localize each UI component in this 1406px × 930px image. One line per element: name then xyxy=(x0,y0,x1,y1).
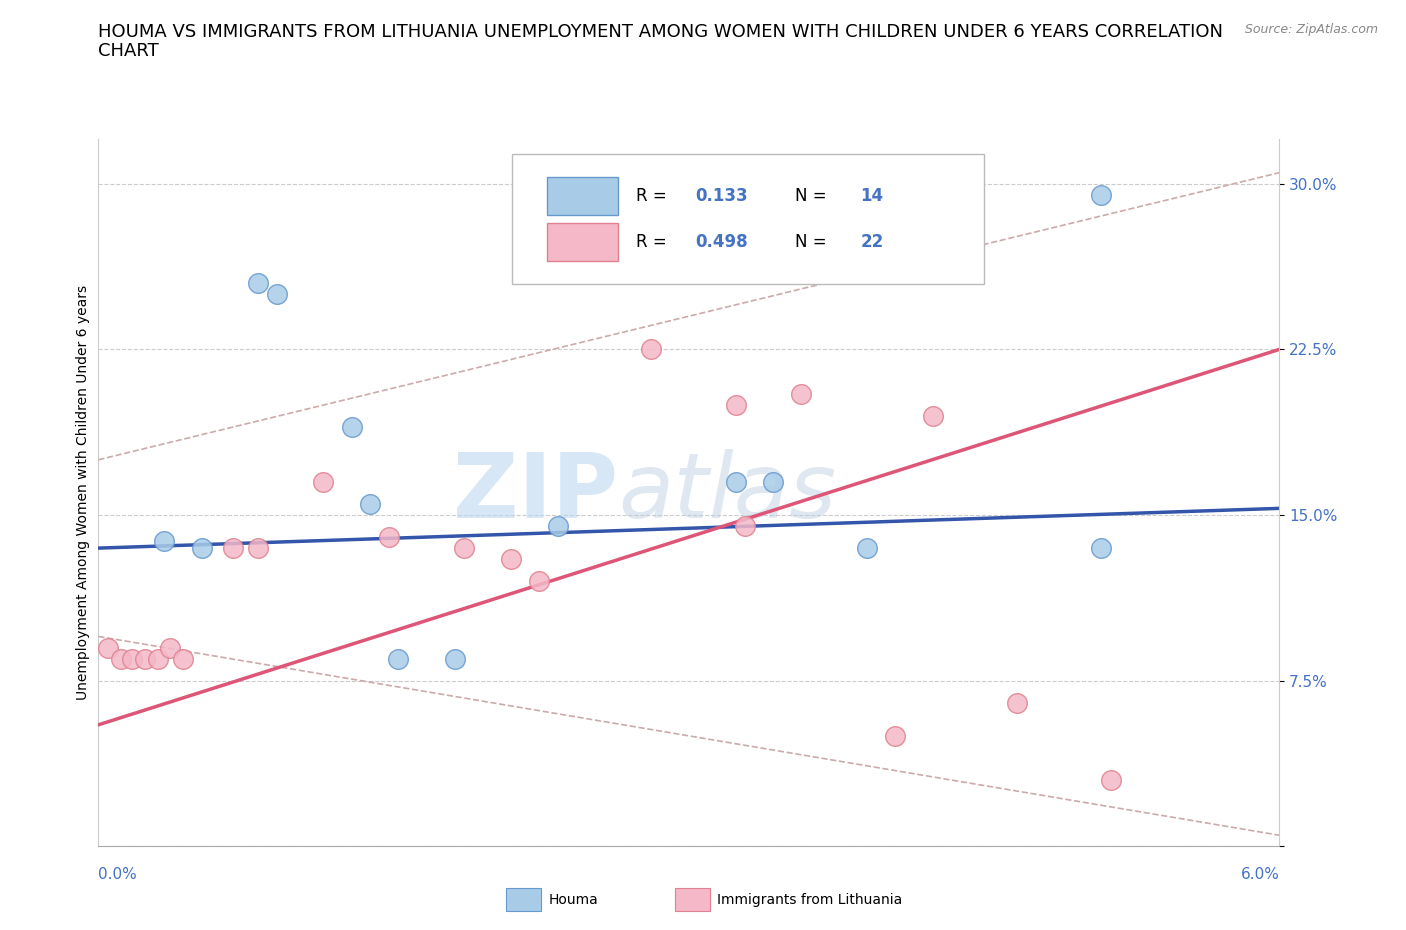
Text: R =: R = xyxy=(636,187,672,205)
Point xyxy=(921,408,943,423)
Point xyxy=(266,286,288,301)
Text: 0.0%: 0.0% xyxy=(98,867,138,882)
FancyBboxPatch shape xyxy=(547,177,619,216)
FancyBboxPatch shape xyxy=(547,222,619,261)
Point xyxy=(153,534,176,549)
Text: Houma: Houma xyxy=(548,893,598,908)
Point xyxy=(148,651,170,666)
Text: N =: N = xyxy=(796,187,832,205)
Point xyxy=(222,540,245,555)
Point xyxy=(172,651,194,666)
Text: 22: 22 xyxy=(860,233,883,251)
Point xyxy=(312,474,335,489)
Point xyxy=(110,651,132,666)
Point xyxy=(378,530,401,545)
Point xyxy=(724,397,747,412)
Point xyxy=(547,519,569,534)
Point xyxy=(190,540,212,555)
Text: 0.498: 0.498 xyxy=(695,233,748,251)
Point xyxy=(246,275,269,290)
Point xyxy=(1099,773,1122,788)
Point xyxy=(734,519,756,534)
Point xyxy=(340,419,363,434)
Text: N =: N = xyxy=(796,233,832,251)
Point xyxy=(443,651,465,666)
Point xyxy=(499,551,522,566)
Text: 0.133: 0.133 xyxy=(695,187,748,205)
Y-axis label: Unemployment Among Women with Children Under 6 years: Unemployment Among Women with Children U… xyxy=(76,286,90,700)
Text: Source: ZipAtlas.com: Source: ZipAtlas.com xyxy=(1244,23,1378,36)
Point xyxy=(724,474,747,489)
Point xyxy=(762,474,785,489)
Point xyxy=(246,540,269,555)
Point xyxy=(121,651,143,666)
FancyBboxPatch shape xyxy=(512,153,984,285)
Point xyxy=(359,497,381,512)
Text: Immigrants from Lithuania: Immigrants from Lithuania xyxy=(717,893,903,908)
Text: CHART: CHART xyxy=(98,42,159,60)
Point xyxy=(790,386,813,401)
Text: atlas: atlas xyxy=(619,449,837,537)
Point xyxy=(1090,187,1112,202)
Point xyxy=(527,574,550,589)
Point xyxy=(1005,696,1028,711)
Point xyxy=(134,651,156,666)
Text: 6.0%: 6.0% xyxy=(1240,867,1279,882)
Point xyxy=(884,728,907,743)
Point xyxy=(453,540,475,555)
Point xyxy=(856,540,879,555)
Point xyxy=(159,640,181,655)
Point xyxy=(1090,540,1112,555)
Text: R =: R = xyxy=(636,233,672,251)
Text: ZIP: ZIP xyxy=(453,449,619,537)
Point xyxy=(640,342,662,357)
Text: 14: 14 xyxy=(860,187,883,205)
Point xyxy=(387,651,409,666)
Text: HOUMA VS IMMIGRANTS FROM LITHUANIA UNEMPLOYMENT AMONG WOMEN WITH CHILDREN UNDER : HOUMA VS IMMIGRANTS FROM LITHUANIA UNEMP… xyxy=(98,23,1223,41)
Point xyxy=(97,640,120,655)
